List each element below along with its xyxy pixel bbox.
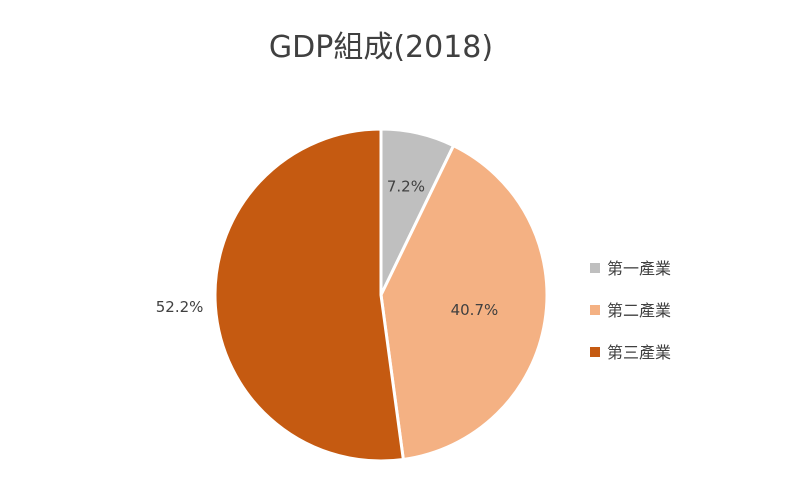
legend-swatch-3: [590, 347, 600, 357]
legend-label-3: 第三產業: [607, 343, 671, 362]
pie-slice-2: [379, 144, 549, 461]
legend-label-1: 第一產業: [607, 259, 671, 278]
legend-swatch-1: [590, 263, 600, 273]
data-label-2: 40.7%: [451, 301, 499, 319]
pie-data-labels: 7.2% 40.7% 52.2%: [156, 178, 499, 319]
legend-swatch-2: [590, 305, 600, 315]
pie-slice-3: [213, 127, 405, 463]
data-label-3: 52.2%: [156, 298, 204, 316]
chart-title: GDP組成(2018): [269, 30, 493, 65]
data-label-1: 7.2%: [387, 178, 425, 196]
legend-label-2: 第二產業: [607, 301, 671, 320]
pie-slices: [213, 127, 549, 463]
